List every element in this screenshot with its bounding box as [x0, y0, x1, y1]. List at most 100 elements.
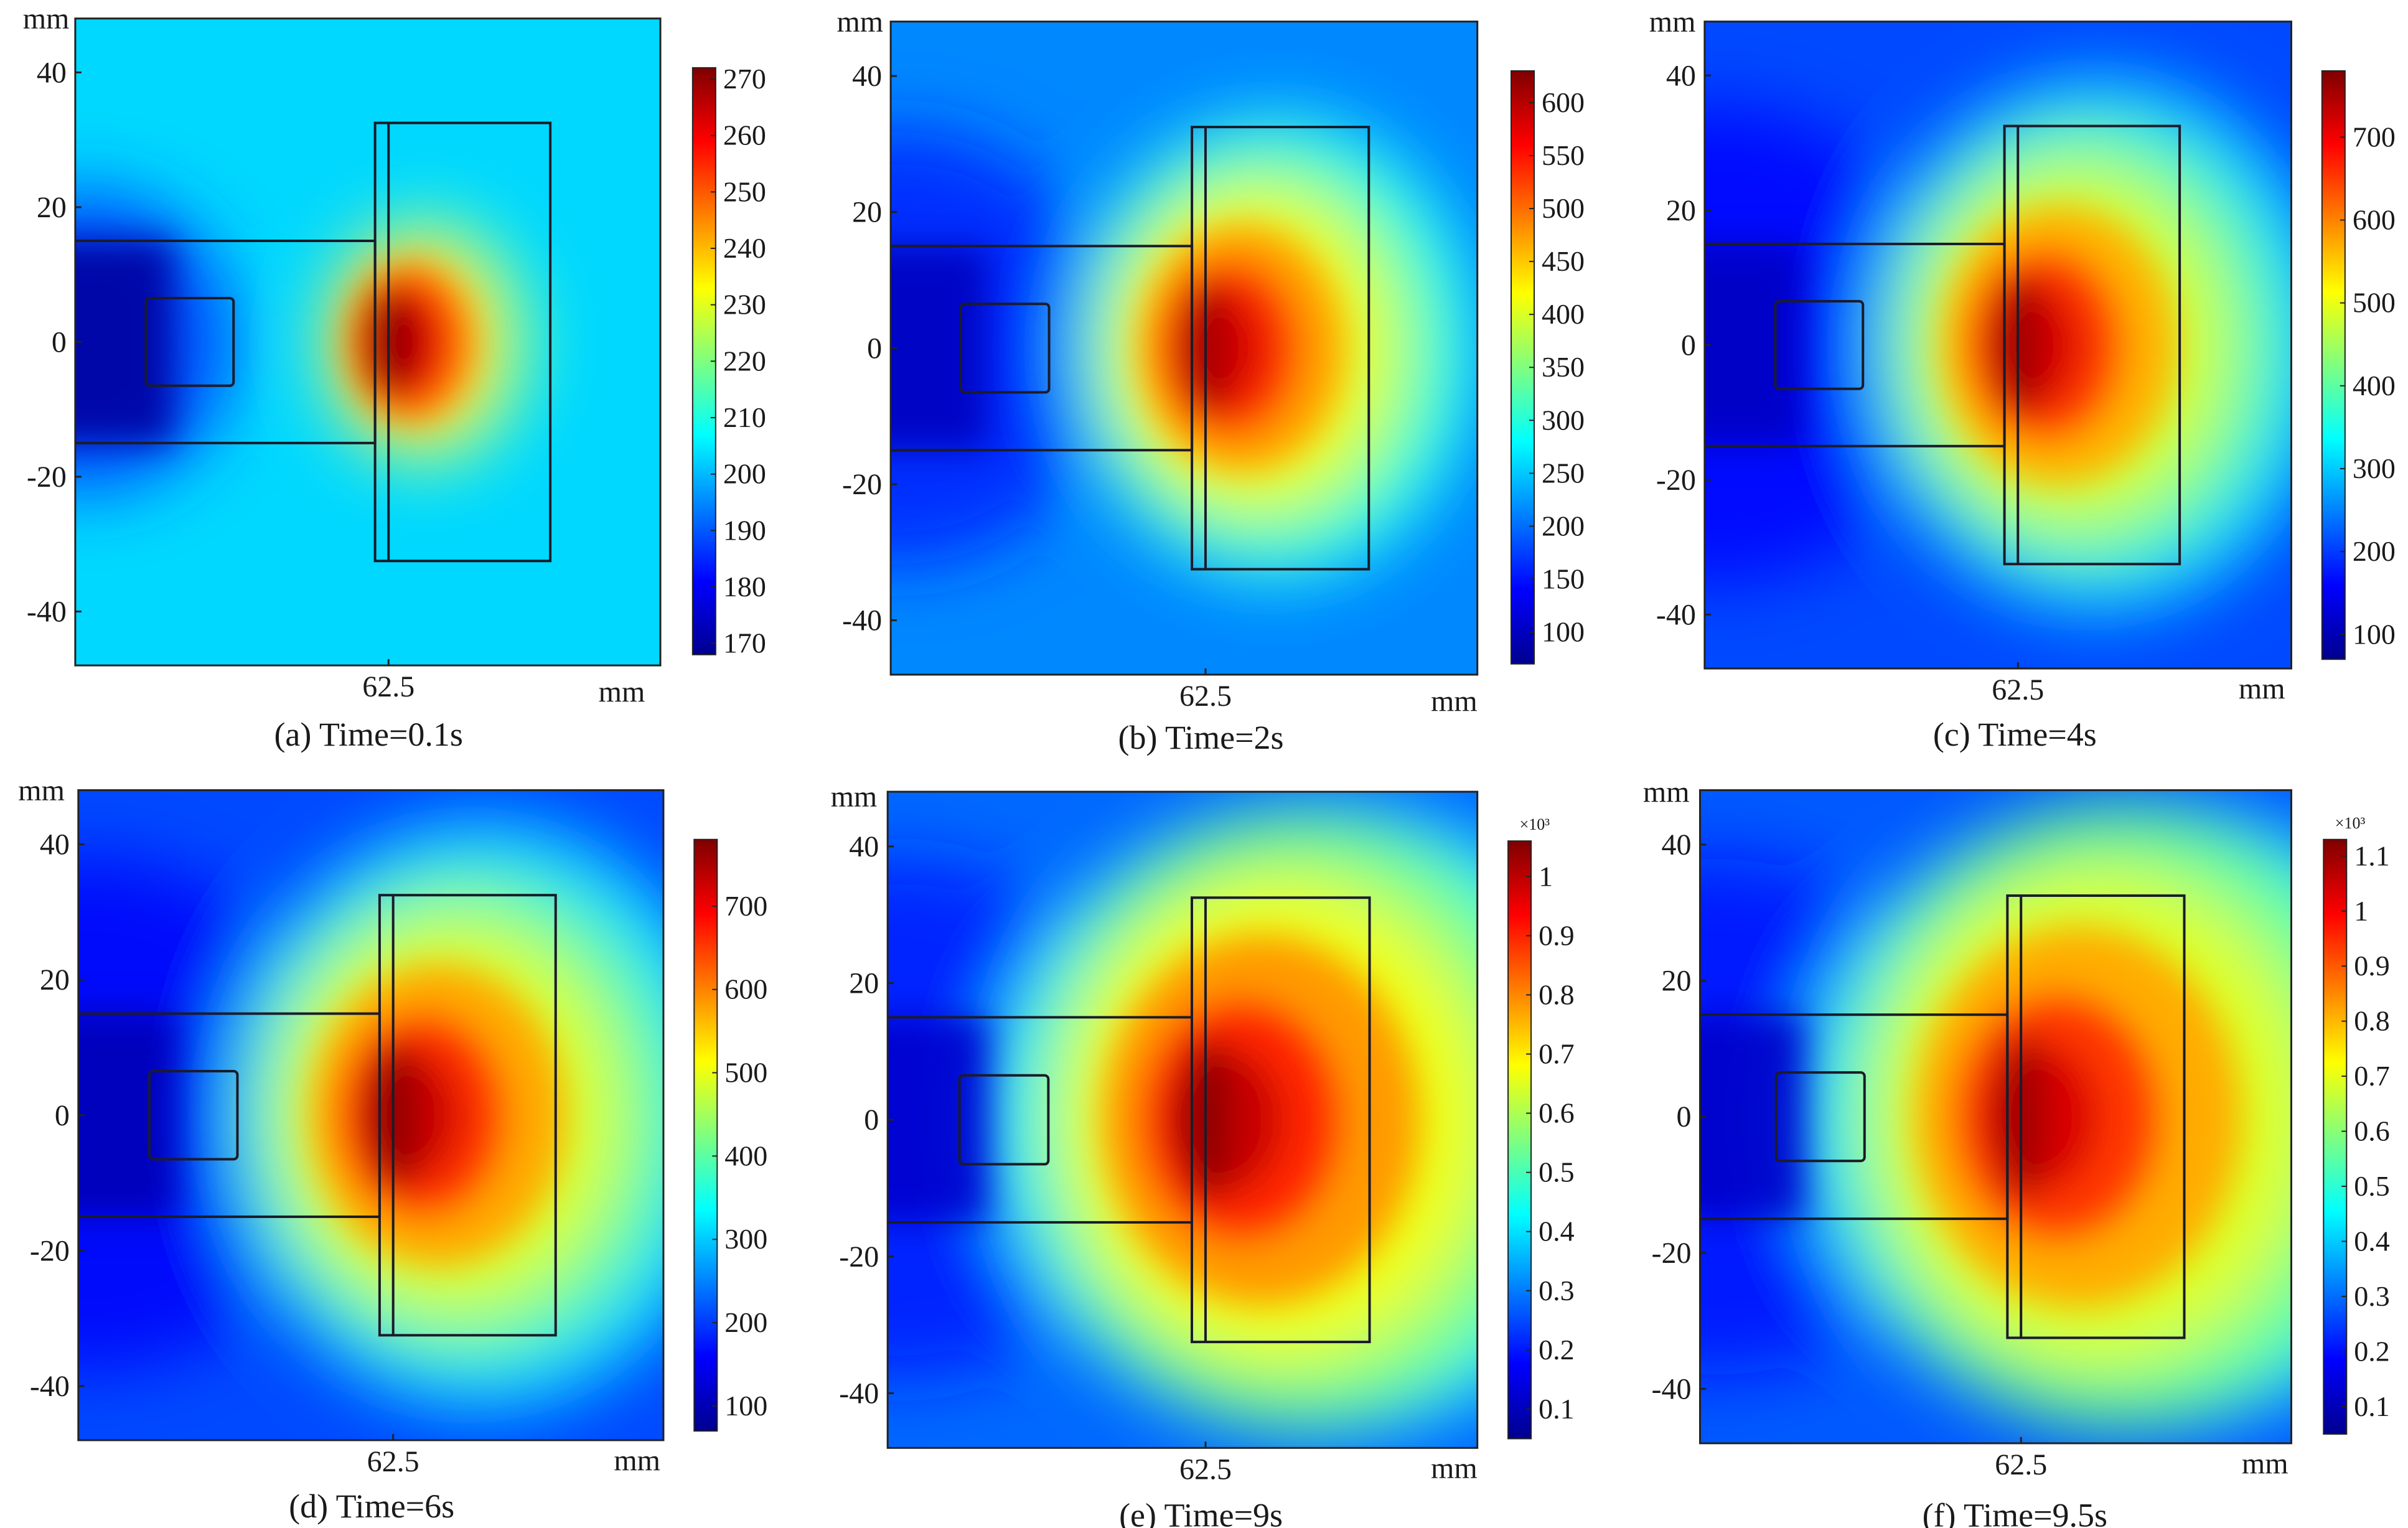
colorbar-tick-label: 250	[723, 176, 766, 207]
y-tick-label: 20	[849, 967, 879, 1000]
colorbar-tick-label: 210	[723, 401, 766, 433]
y-tick-label: -40	[27, 595, 67, 628]
inner-slot-outline	[958, 1074, 1050, 1166]
y-tick-label: 0	[864, 1104, 879, 1137]
colorbar-tick-label: 100	[2353, 618, 2396, 650]
y-axis-unit: mm	[836, 6, 883, 39]
colorbar-tick-label: 500	[1542, 192, 1585, 224]
y-tick-label: 0	[52, 326, 67, 359]
colorbar-tick-label: 250	[1542, 457, 1585, 489]
y-tick-label: -20	[27, 461, 67, 494]
colorbar-tick-label: 150	[1542, 563, 1585, 595]
y-axis-unit: mm	[18, 774, 65, 807]
colorbar-tick-label: 230	[723, 289, 766, 321]
x-axis-unit: mm	[2242, 1447, 2289, 1480]
x-tick-label: 62.5	[1179, 1453, 1232, 1486]
y-tick-label: -40	[1656, 598, 1696, 631]
right-plate-outline	[1191, 896, 1371, 1344]
colorbar-tick-label: 700	[724, 890, 767, 922]
colorbar-tick-label: 240	[723, 232, 766, 264]
colorbar-tick-label: 500	[2353, 287, 2396, 319]
right-plate-outline	[2003, 124, 2181, 566]
colorbar-tick-label: 600	[1542, 87, 1585, 118]
colorbar-tick-label: 0.2	[1539, 1334, 1575, 1366]
colorbar-tick-label: 190	[723, 514, 766, 546]
x-axis-unit: mm	[1431, 685, 1478, 718]
colorbar-tick-label: 170	[723, 627, 766, 659]
colorbar-tick-label: 600	[2353, 204, 2396, 236]
colorbar-tick-label: 0.7	[2354, 1060, 2390, 1092]
y-tick-label: 20	[37, 191, 67, 224]
right-plate-outline	[1191, 126, 1370, 571]
colorbar-tick-label: 0.9	[2354, 950, 2390, 982]
colorbar	[693, 838, 718, 1432]
colorbar-tick-label: 200	[724, 1306, 767, 1338]
y-tick-label: -40	[839, 1377, 879, 1410]
colorbar-tick-label: 0.3	[2354, 1280, 2390, 1312]
y-tick-label: -40	[30, 1370, 70, 1403]
x-tick-label: 62.5	[362, 670, 415, 703]
y-axis-unit: mm	[831, 780, 878, 813]
x-tick-label: 62.5	[1179, 680, 1232, 713]
colorbar-tick-label: 400	[1542, 298, 1585, 330]
field-cold-body	[78, 1013, 177, 1217]
y-tick-label: 40	[37, 56, 67, 89]
colorbar	[2321, 70, 2346, 660]
colorbar-tick-label: 0.5	[1539, 1156, 1575, 1188]
field-cold-body	[1700, 1015, 1804, 1219]
panel-caption: (c) Time=4s	[1933, 716, 2097, 753]
colorbar-tick-label: 100	[1542, 616, 1585, 648]
y-tick-label: -40	[1652, 1372, 1692, 1405]
field-layer-core	[1700, 928, 2241, 1306]
colorbar-tick-label: 0.4	[2354, 1225, 2390, 1257]
y-tick-label: 40	[1666, 59, 1696, 92]
colorbar-tick-label: 300	[724, 1223, 767, 1255]
plot-area	[888, 792, 1478, 1448]
colorbar-tick-label: 0.8	[1539, 978, 1575, 1010]
plot-area	[75, 18, 661, 666]
colorbar-tick-label: 0.1	[1539, 1393, 1575, 1425]
inner-slot-outline	[959, 302, 1051, 394]
inner-slot-outline	[148, 1070, 239, 1161]
x-axis-unit: mm	[1431, 1451, 1478, 1484]
colorbar-tick-label: 700	[2353, 121, 2396, 152]
x-axis-unit: mm	[599, 675, 645, 708]
field-layer-core	[891, 225, 1344, 471]
plot-area	[78, 790, 663, 1440]
colorbar-tick-label: 0.6	[1539, 1097, 1575, 1129]
x-tick-label: 62.5	[367, 1445, 419, 1478]
colorbar-tick-label: 400	[2353, 370, 2396, 401]
colorbar-tick-label: 0.7	[1539, 1038, 1575, 1069]
y-tick-label: 40	[40, 828, 70, 861]
panel-caption: (b) Time=2s	[1118, 719, 1284, 756]
x-tick-label: 62.5	[1992, 673, 2044, 706]
inner-slot-outline	[144, 297, 235, 387]
colorbar-tick-label: 300	[2353, 452, 2396, 484]
colorbar-tick-label: 1	[2354, 895, 2368, 927]
panel-caption: (e) Time=9s	[1119, 1497, 1283, 1528]
field-cold-body	[75, 240, 173, 443]
colorbar-tick-label: 0.9	[1539, 919, 1575, 951]
colorbar-tick-label: 0.3	[1539, 1275, 1575, 1306]
y-axis-unit: mm	[1649, 6, 1696, 39]
colorbar-tick-label: 0.2	[2354, 1335, 2390, 1367]
y-tick-label: 0	[1676, 1100, 1691, 1133]
colorbar-tick-label: 1.1	[2354, 840, 2390, 871]
colorbar-tick-label: 0.8	[2354, 1005, 2390, 1037]
y-tick-label: -20	[839, 1240, 879, 1273]
y-tick-label: 40	[1661, 828, 1691, 861]
panel-caption: (a) Time=0.1s	[274, 716, 463, 753]
colorbar	[2323, 838, 2348, 1435]
colorbar-tick-label: 220	[723, 345, 766, 377]
panel-caption: (d) Time=6s	[289, 1488, 454, 1525]
colorbar-tick-label: 550	[1542, 139, 1585, 171]
x-axis-unit: mm	[2239, 672, 2285, 705]
colorbar-tick-label: 100	[724, 1390, 767, 1422]
colorbar-tick-label: 200	[2353, 535, 2396, 567]
y-tick-label: -20	[1656, 464, 1696, 497]
colorbar-tick-label: 200	[723, 458, 766, 490]
y-tick-label: -40	[842, 604, 882, 637]
colorbar-tick-label: 400	[724, 1140, 767, 1171]
